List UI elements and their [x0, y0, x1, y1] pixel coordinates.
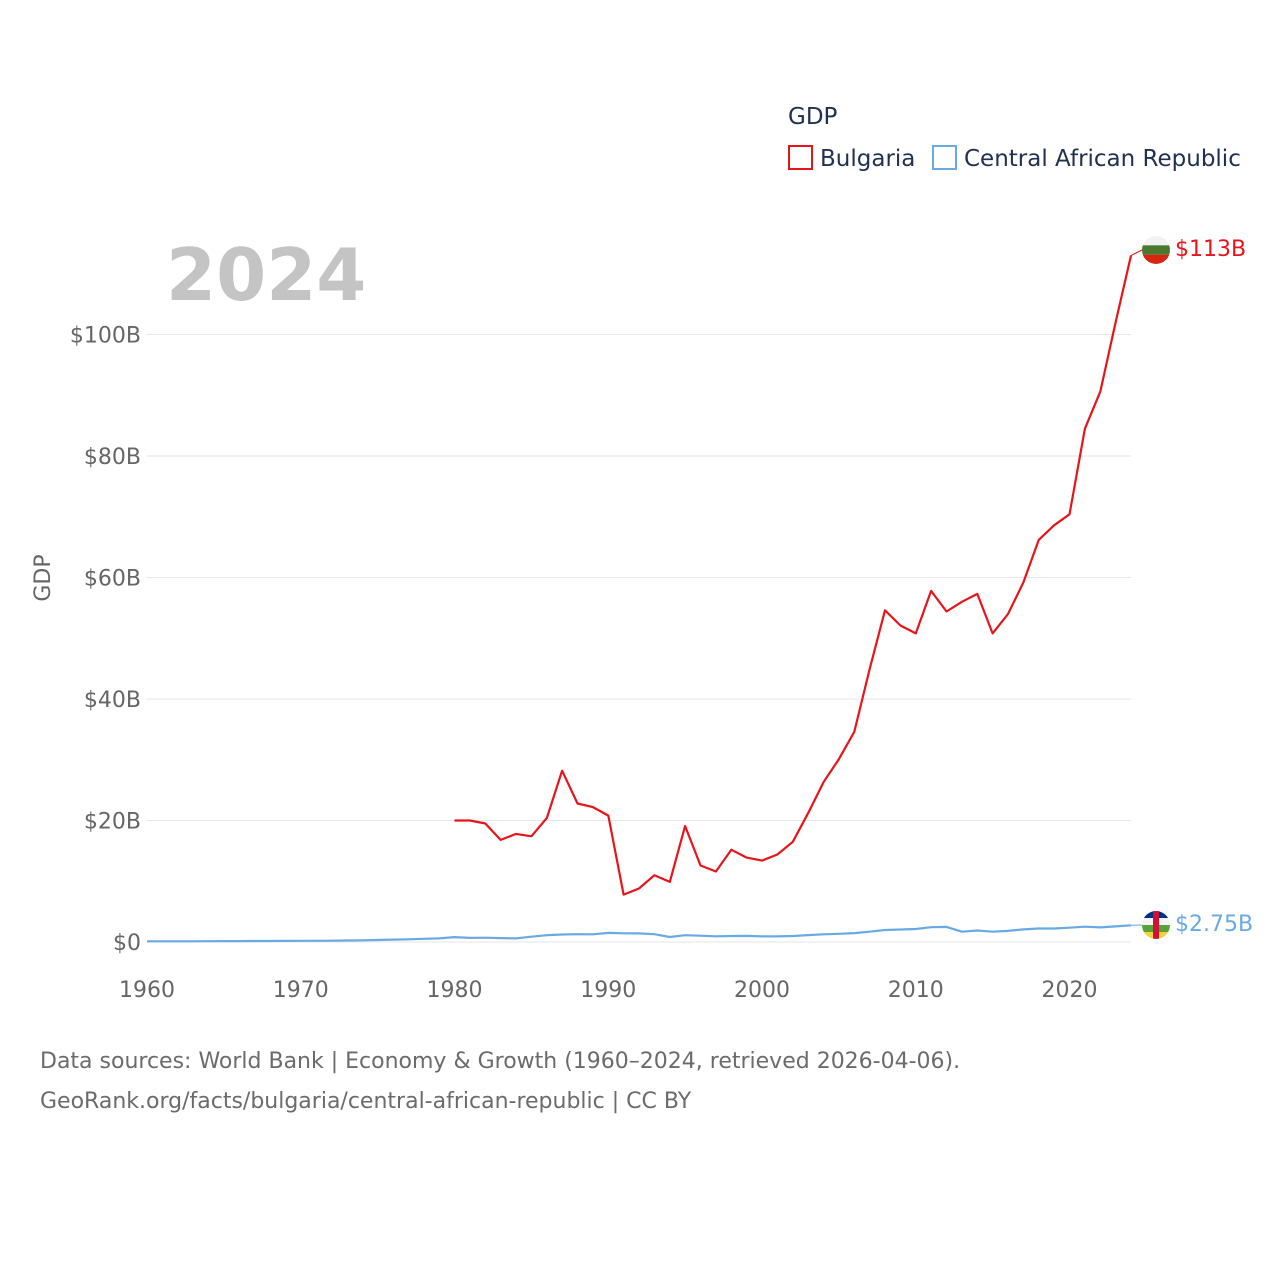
source-note: Data sources: World Bank | Economy & Gro… — [40, 1042, 1240, 1122]
x-tick-label: 2020 — [1042, 978, 1098, 1003]
source-line-2: GeoRank.org/facts/bulgaria/central-afric… — [40, 1089, 692, 1114]
y-tick-label: $80B — [84, 445, 141, 470]
y-tick-label: $100B — [70, 324, 141, 349]
y-tick-label: $60B — [84, 567, 141, 592]
leader-line — [1130, 249, 1143, 256]
x-tick-label: 1960 — [119, 978, 175, 1003]
source-line-1: Data sources: World Bank | Economy & Gro… — [40, 1049, 961, 1074]
x-tick-label: 2010 — [888, 978, 944, 1003]
legend: GDP Bulgaria Central African Republic — [788, 104, 1241, 172]
y-axis-label: GDP — [31, 554, 56, 601]
series-line-central-african-republic[interactable] — [147, 924, 1132, 943]
y-tick-label: $20B — [84, 810, 141, 835]
y-axis-ticks: $0 $20B $40B $60B $80B $100B — [70, 324, 141, 957]
series-line-bulgaria[interactable] — [454, 255, 1133, 896]
x-tick-label: 2000 — [734, 978, 790, 1003]
central-african-republic-flag-icon — [1142, 911, 1170, 939]
legend-swatch-bulgaria[interactable] — [788, 145, 813, 170]
x-tick-label: 1970 — [273, 978, 329, 1003]
legend-swatch-central-african-republic[interactable] — [932, 145, 957, 170]
grid-lines — [147, 334, 1131, 943]
series-layer — [147, 249, 1143, 943]
legend-label-bulgaria[interactable]: Bulgaria — [820, 146, 915, 172]
x-axis-ticks: 1960 1970 1980 1990 2000 2010 2020 — [119, 978, 1098, 1003]
legend-title: GDP — [788, 104, 838, 130]
legend-label-central-african-republic[interactable]: Central African Republic — [964, 146, 1241, 172]
end-label-bulgaria: $113B — [1175, 237, 1246, 262]
x-tick-label: 1980 — [427, 978, 483, 1003]
x-tick-label: 1990 — [580, 978, 636, 1003]
year-watermark: 2024 — [166, 233, 366, 317]
y-tick-label: $0 — [113, 931, 141, 956]
bulgaria-flag-icon — [1142, 236, 1170, 264]
y-tick-label: $40B — [84, 688, 141, 713]
end-label-central-african-republic: $2.75B — [1175, 912, 1253, 937]
